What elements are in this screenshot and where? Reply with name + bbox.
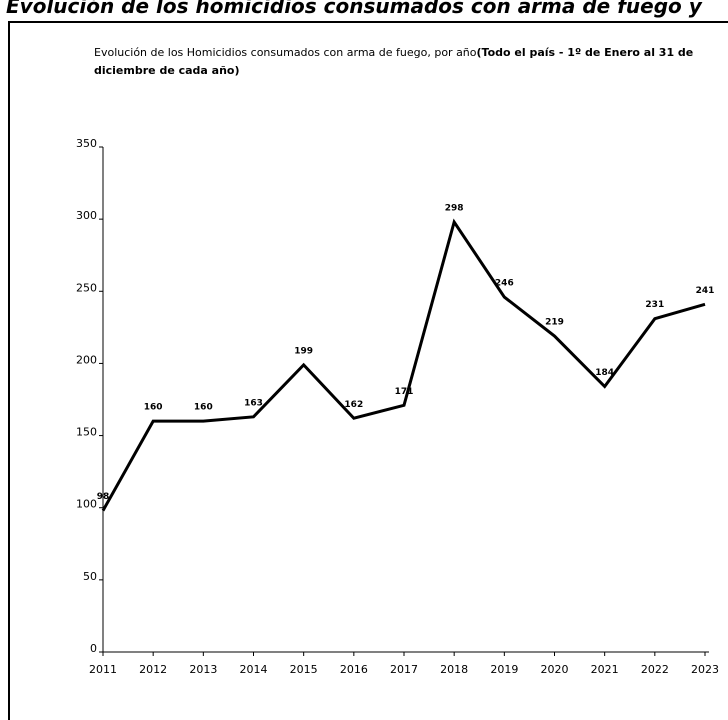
y-tick-label: 350 [76,137,97,150]
chart-frame [8,21,728,720]
x-tick-label: 2012 [139,663,167,676]
x-tick-label: 2017 [390,663,418,676]
x-tick-label: 2014 [240,663,268,676]
chart-title: Evolución de los Homicidios consumados c… [80,44,694,80]
data-line [101,218,706,512]
data-label: 171 [395,387,414,397]
x-tick-label: 2019 [490,663,518,676]
data-label: 184 [595,368,614,378]
y-tick-label: 300 [76,209,97,222]
x-tick-label: 2016 [340,663,368,676]
y-tick-label: 100 [76,498,97,511]
data-label: 160 [144,403,163,413]
data-label: 231 [645,300,664,310]
x-tick-label: 2022 [641,663,669,676]
y-tick-label: 250 [76,281,97,294]
data-label: 160 [194,403,213,413]
data-label: 298 [445,204,464,214]
data-label: 241 [696,286,715,296]
data-label: 246 [495,279,514,289]
x-tick-label: 2011 [89,663,117,676]
data-label: 219 [545,318,564,328]
title-part: Evolución de los Homicidios consumados c… [94,46,477,59]
y-tick-label: 200 [76,353,97,366]
data-label: 98 [97,492,110,502]
x-tick-label: 2013 [189,663,217,676]
data-label: 199 [294,346,313,356]
heading: Evolución de los homicidios consumados c… [6,0,702,18]
x-tick-label: 2018 [440,663,468,676]
y-tick-label: 50 [83,570,97,583]
data-label: 163 [244,398,263,408]
x-tick-label: 2015 [290,663,318,676]
title-part: (Todo el país - 1º de Enero al 31 de dic… [94,46,694,77]
x-tick-label: 2021 [591,663,619,676]
y-tick-label: 150 [76,426,97,439]
x-tick-label: 2020 [541,663,569,676]
data-label: 162 [344,400,363,410]
y-tick-label: 0 [90,642,97,655]
x-tick-label: 2023 [691,663,719,676]
